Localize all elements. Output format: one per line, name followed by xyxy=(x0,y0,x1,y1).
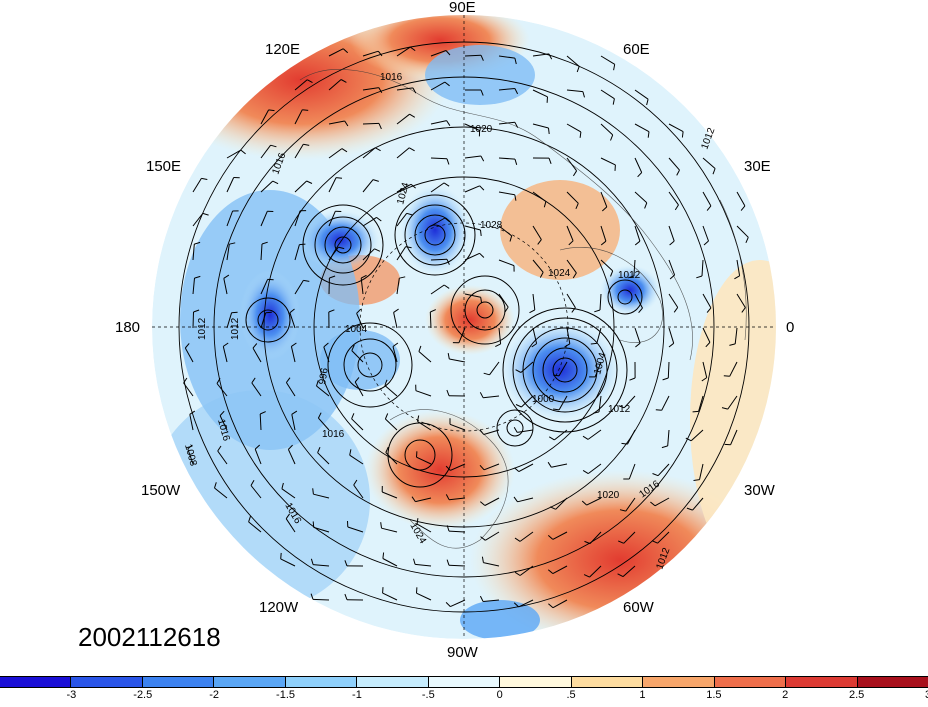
isobar-label: 1016 xyxy=(322,429,345,440)
wind-barb-flag xyxy=(299,244,305,245)
wind-barb-flag xyxy=(591,343,597,344)
wind-barb xyxy=(313,599,329,600)
wind-barb-flag xyxy=(622,443,628,444)
longitude-label-60e: 60E xyxy=(623,42,650,57)
colorbar-tick-label: 2.5 xyxy=(849,689,864,701)
wind-barb-flag xyxy=(682,132,683,138)
colorbar-segment xyxy=(572,677,643,687)
colorbar-segment xyxy=(71,677,142,687)
longitude-label-120e: 120E xyxy=(265,42,300,57)
colorbar-labels: -3-2.5-2-1.5-1-.50.511.522.53 xyxy=(0,689,928,702)
wind-barb-flag xyxy=(313,521,314,527)
wind-barb xyxy=(668,362,669,378)
colorbar-tick-label: -2 xyxy=(209,689,219,701)
wind-barb-flag xyxy=(724,376,730,377)
wind-barb-flag xyxy=(281,553,282,559)
isobar-label: 1020 xyxy=(597,490,620,501)
longitude-label-150w: 150W xyxy=(141,483,180,498)
longitude-label-30w: 30W xyxy=(744,483,775,498)
colorbar-segment xyxy=(357,677,428,687)
longitude-label-0: 0 xyxy=(786,320,794,335)
isobar-label: 1012 xyxy=(230,317,241,340)
longitude-label-90w: 90W xyxy=(447,645,478,660)
colorbar-tick-label: 0 xyxy=(497,689,503,701)
isobar-label: 1024 xyxy=(548,268,571,279)
wind-barb xyxy=(363,123,379,124)
wind-barb xyxy=(430,312,431,328)
isobar-label: 1012 xyxy=(608,404,631,415)
colorbar-segment xyxy=(429,677,500,687)
wind-barb xyxy=(449,565,465,566)
colorbar-segment xyxy=(643,677,714,687)
wind-barb-flag xyxy=(383,553,384,559)
colorbar-segment xyxy=(286,677,357,687)
isobar-label: 1020 xyxy=(470,124,493,135)
wind-barb xyxy=(193,312,194,328)
globe-disc xyxy=(150,0,830,650)
wind-barb-flag xyxy=(302,110,308,111)
isobar-label: 1016 xyxy=(380,72,403,83)
colorbar-segment xyxy=(715,677,786,687)
longitude-label-120w: 120W xyxy=(259,600,298,615)
longitude-label-60w: 60W xyxy=(623,600,654,615)
colorbar xyxy=(0,676,928,688)
timestamp-label: 2002112618 xyxy=(78,622,221,652)
isobar-label: 1028 xyxy=(480,220,503,231)
wind-barb-flag xyxy=(313,488,314,494)
longitude-label-150e: 150E xyxy=(146,159,181,174)
colorbar-tick-label: -2.5 xyxy=(133,689,152,701)
wind-barb-flag xyxy=(656,410,662,411)
colorbar-tick-label: -1.5 xyxy=(276,689,295,701)
colorbar-segment xyxy=(0,677,71,687)
colorbar-tick-label: -1 xyxy=(352,689,362,701)
isobar-label: 1012 xyxy=(197,317,208,340)
colorbar-segment xyxy=(500,677,571,687)
wind-barb-flag xyxy=(549,128,550,134)
isobar-label: 1000 xyxy=(532,394,555,405)
colorbar-segment xyxy=(143,677,214,687)
colorbar-tick-label: 2 xyxy=(782,689,788,701)
wind-barb-flag xyxy=(336,178,342,179)
wind-barb-flag xyxy=(269,110,275,111)
isobar-label: 1004 xyxy=(345,324,368,335)
colorbar-tick-label: 1 xyxy=(639,689,645,701)
colorbar-tick-label: -.5 xyxy=(422,689,435,701)
colorbar-tick-label: 1.5 xyxy=(706,689,721,701)
longitude-label-180: 180 xyxy=(115,320,140,335)
colorbar-segment xyxy=(858,677,928,687)
colorbar-segment xyxy=(214,677,285,687)
longitude-label-30e: 30E xyxy=(744,159,771,174)
colorbar-tick-label: -3 xyxy=(66,689,76,701)
isobar-label: 1012 xyxy=(618,270,641,281)
longitude-label-90e: 90E xyxy=(449,0,476,15)
colorbar-segment xyxy=(786,677,857,687)
colorbar-tick-label: .5 xyxy=(566,689,575,701)
wind-barb-flag xyxy=(232,312,238,313)
wind-barb-flag xyxy=(693,411,699,412)
wind-barb xyxy=(431,259,447,260)
